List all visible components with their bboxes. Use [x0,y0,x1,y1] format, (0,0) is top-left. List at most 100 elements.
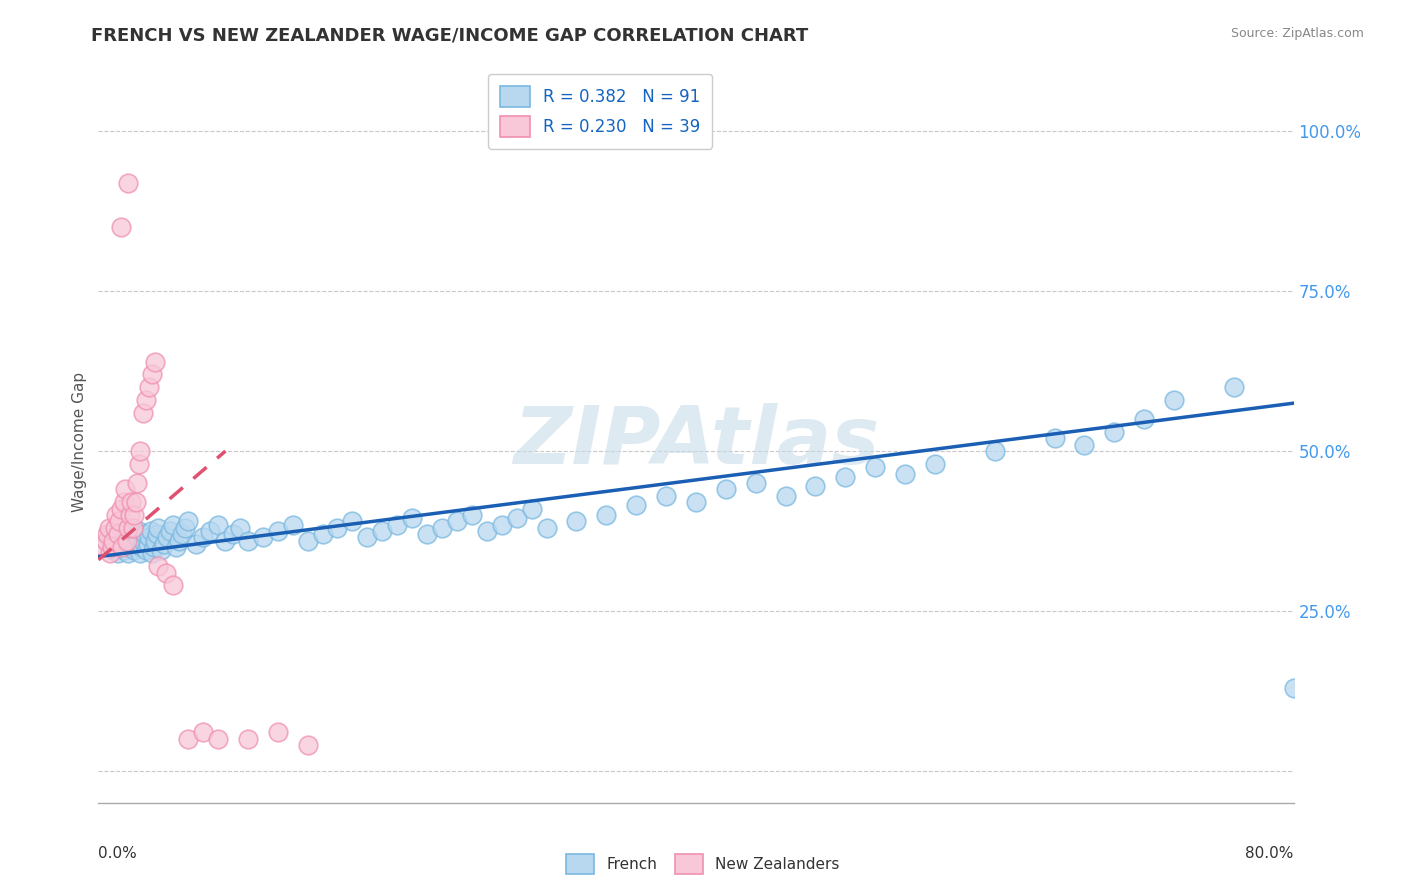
Point [94,533,117,548]
Point [1073,438,1095,452]
Point [565,515,588,529]
Point [804,479,827,493]
Point [222,527,245,541]
Point [129,546,152,560]
Point [138,531,160,545]
Legend: French, New Zealanders: French, New Zealanders [561,848,845,880]
Point [775,489,797,503]
Point [105,531,128,545]
Point [506,511,529,525]
Point [115,533,138,548]
Point [94,533,117,548]
Point [128,524,150,538]
Point [121,527,143,541]
Point [107,546,129,560]
Point [356,531,378,545]
Point [128,457,150,471]
Point [153,537,176,551]
Point [229,521,252,535]
Point [101,540,124,554]
Point [139,524,162,538]
Point [117,546,139,560]
Point [714,483,737,497]
Point [267,725,290,739]
Point [143,354,166,368]
Point [267,524,290,538]
Point [165,540,187,554]
Point [207,517,229,532]
Point [297,533,319,548]
Point [118,508,141,522]
Point [111,527,134,541]
Point [865,460,887,475]
Point [685,495,707,509]
Point [129,444,152,458]
Point [236,731,259,746]
Point [1282,681,1305,695]
Text: 0.0%: 0.0% [98,847,138,861]
Point [207,731,229,746]
Point [311,527,333,541]
Point [626,499,648,513]
Point [112,543,135,558]
Point [114,537,136,551]
Point [134,527,156,541]
Point [326,521,349,535]
Point [98,546,122,560]
Point [745,476,768,491]
Point [120,533,142,548]
Point [297,738,319,752]
Point [595,508,617,522]
Point [108,540,131,554]
Point [385,517,409,532]
Legend: R = 0.382   N = 91, R = 0.230   N = 39: R = 0.382 N = 91, R = 0.230 N = 39 [488,74,713,149]
Point [461,508,484,522]
Point [401,511,423,525]
Point [141,546,163,560]
Point [446,515,468,529]
Point [117,176,139,190]
Point [1043,431,1066,445]
Point [104,521,127,535]
Point [162,578,184,592]
Point [135,543,157,558]
Text: FRENCH VS NEW ZEALANDER WAGE/INCOME GAP CORRELATION CHART: FRENCH VS NEW ZEALANDER WAGE/INCOME GAP … [91,27,808,45]
Point [97,521,120,535]
Point [111,540,134,554]
Point [655,489,678,503]
Point [984,444,1007,458]
Point [118,540,141,554]
Point [1223,380,1246,394]
Point [162,517,184,532]
Point [127,531,149,545]
Point [110,501,132,516]
Point [132,406,155,420]
Point [159,524,181,538]
Point [894,467,917,481]
Point [110,533,132,548]
Point [125,495,148,509]
Point [124,508,146,522]
Point [107,527,129,541]
Point [281,517,304,532]
Point [167,533,190,548]
Point [924,457,946,471]
Point [117,521,139,535]
Text: Source: ZipAtlas.com: Source: ZipAtlas.com [1230,27,1364,40]
Point [1104,425,1126,439]
Point [834,469,856,483]
Point [131,540,153,554]
Point [104,537,127,551]
Point [1133,412,1156,426]
Point [121,521,143,535]
Point [124,543,146,558]
Point [138,380,160,394]
Point [214,533,236,548]
Point [342,515,364,529]
Point [148,521,170,535]
Point [430,521,453,535]
Point [200,524,222,538]
Point [148,559,170,574]
Point [520,501,543,516]
Point [177,731,200,746]
